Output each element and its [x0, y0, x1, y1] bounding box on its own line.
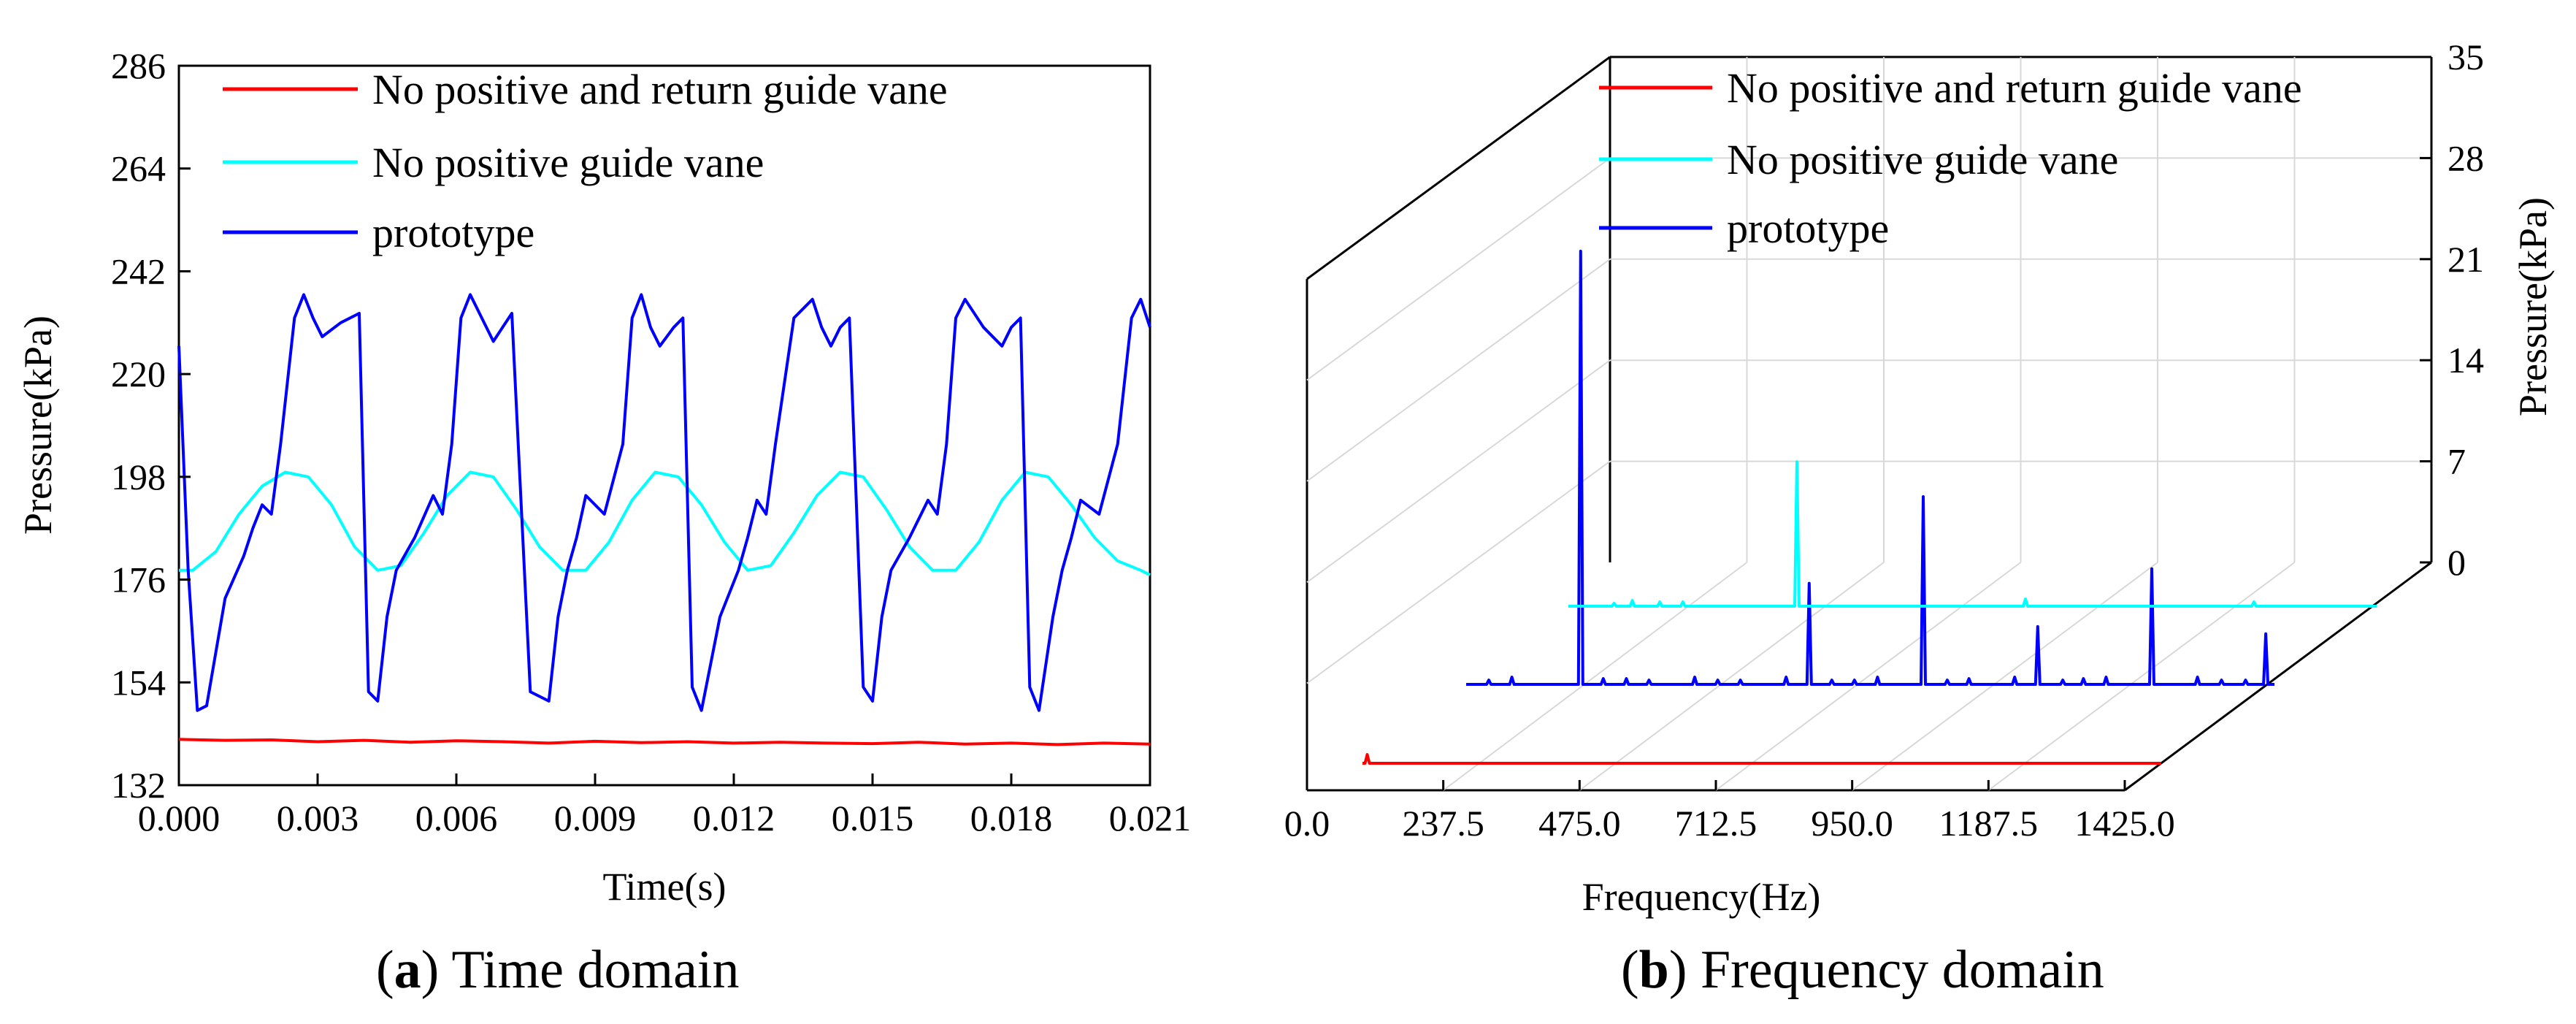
panel-b-z-tick-label: 28 [2447, 137, 2484, 178]
panel-b-z-ticks: 0 7 14 21 28 35 [2420, 37, 2484, 583]
panel-a-y-ticks: 132 154 176 198 220 242 264 286 [111, 45, 191, 806]
panel-b-x-axis-label: Frequency(Hz) [1582, 875, 1821, 919]
panel-b-grid-line [1306, 258, 1611, 482]
panel-b-series-trace-0 [1362, 753, 2161, 765]
panel-b-x-ticks: 0.0 237.5 475.0 712.5 950.0 1187.5 1425.0 [1284, 780, 2175, 844]
panel-b-box-edge [2124, 561, 2432, 792]
panel-b-caption-letter: b [1639, 940, 1669, 1000]
panel-b-z-axis-label: Pressure(kPa) [2511, 197, 2555, 416]
panel-a-y-tick-label: 286 [111, 45, 166, 86]
panel-b-grid-line [1579, 562, 1885, 791]
panel-b-grid-line [1306, 359, 1611, 584]
panel-a-time-domain: 132 154 176 198 220 242 264 286 0.000 0.003 0.006… [16, 45, 1191, 1000]
panel-a-legend: No positive and return guide vane No pos… [223, 66, 948, 256]
panel-a-x-tick-label: 0.000 [138, 798, 221, 838]
panel-b-series-trace-1 [1568, 460, 2377, 608]
panel-a-y-tick-label: 198 [111, 456, 166, 497]
panel-b-grid-line [1306, 157, 1611, 381]
panel-a-y-tick-label: 220 [111, 354, 166, 394]
panel-a-y-tick-label: 242 [111, 251, 166, 291]
panel-a-caption-letter: a [394, 940, 421, 1000]
panel-b-grid-line [1443, 562, 1748, 791]
panel-b-grid-line [1987, 562, 2296, 791]
panel-a-caption: (a) Time domain [376, 940, 740, 1000]
panel-a-y-tick-label: 264 [111, 148, 166, 189]
panel-a-x-tick-label: 0.018 [970, 798, 1053, 838]
panel-b-legend-label-blue: prototype [1727, 205, 1889, 252]
panel-b-z-tick-label: 0 [2447, 542, 2466, 583]
panel-b-x-tick-label: 0.0 [1284, 803, 1330, 844]
panel-a-legend-label-blue: prototype [372, 209, 534, 256]
panel-a-legend-label-red: No positive and return guide vane [372, 66, 948, 113]
panel-b-z-tick-label: 14 [2447, 340, 2484, 381]
panel-b-x-tick-label: 1425.0 [2074, 803, 2175, 844]
panel-b-caption-text: ) Frequency domain [1669, 940, 2104, 1000]
panel-a-x-tick-label: 0.003 [277, 798, 359, 838]
panel-b-frequency-domain: 0 7 14 21 28 35 0.0 237.5 475.0 712.5 950.0 1187.5… [1284, 37, 2555, 1000]
panel-a-series-line-2 [177, 293, 1151, 712]
panel-b-x-tick-label: 237.5 [1402, 803, 1484, 844]
panel-b-grid-line [1306, 460, 1611, 684]
panel-a-series-group [177, 293, 1151, 746]
panel-a-plot-frame [177, 64, 1151, 787]
panel-a-legend-label-cyan: No positive guide vane [372, 139, 764, 186]
panel-a-series-line-0 [178, 738, 1151, 746]
panel-a-x-tick-label: 0.015 [832, 798, 914, 838]
panel-b-z-tick-label: 35 [2447, 37, 2484, 77]
panel-a-y-tick-label: 176 [111, 559, 166, 600]
panel-a-y-axis-label: Pressure(kPa) [16, 316, 60, 535]
panel-b-x-tick-label: 950.0 [1811, 803, 1893, 844]
panel-b-z-tick-label: 7 [2447, 441, 2466, 482]
panel-a-x-axis-label: Time(s) [602, 865, 726, 909]
panel-a-y-tick-label: 154 [111, 662, 166, 703]
panel-a-caption-text: ) Time domain [421, 940, 740, 1000]
panel-b-x-tick-label: 1187.5 [1939, 803, 2039, 844]
panel-a-x-tick-label: 0.021 [1109, 798, 1192, 838]
panel-b-box-edge [1306, 56, 1611, 280]
panel-b-grid-line [1715, 562, 2022, 791]
panel-b-caption: (b) Frequency domain [1621, 940, 2104, 1000]
panel-a-series-line-1 [179, 470, 1151, 576]
panel-a-x-ticks: 0.000 0.003 0.006 0.009 0.012 0.015 0.018 0.021 [138, 773, 1192, 838]
panel-b-legend-label-red: No positive and return guide vane [1727, 64, 2302, 112]
panel-a-x-tick-label: 0.006 [415, 798, 498, 838]
panel-b-x-tick-label: 712.5 [1675, 803, 1757, 844]
panel-b-legend-label-cyan: No positive guide vane [1727, 136, 2118, 183]
panel-a-x-tick-label: 0.009 [554, 798, 637, 838]
panel-a-x-tick-label: 0.012 [693, 798, 775, 838]
panel-b-gridlines [1306, 57, 2431, 791]
panel-a-y-tick-label: 132 [111, 765, 166, 806]
panel-b-legend: No positive and return guide vane No pos… [1599, 64, 2302, 252]
panel-b-x-tick-label: 475.0 [1538, 803, 1621, 844]
panel-b-z-tick-label: 21 [2447, 239, 2484, 280]
panel-b-series-trace-2 [1466, 249, 2274, 686]
panel-b-series-group [1362, 249, 2377, 765]
panel-b-grid-line [1852, 562, 2158, 791]
